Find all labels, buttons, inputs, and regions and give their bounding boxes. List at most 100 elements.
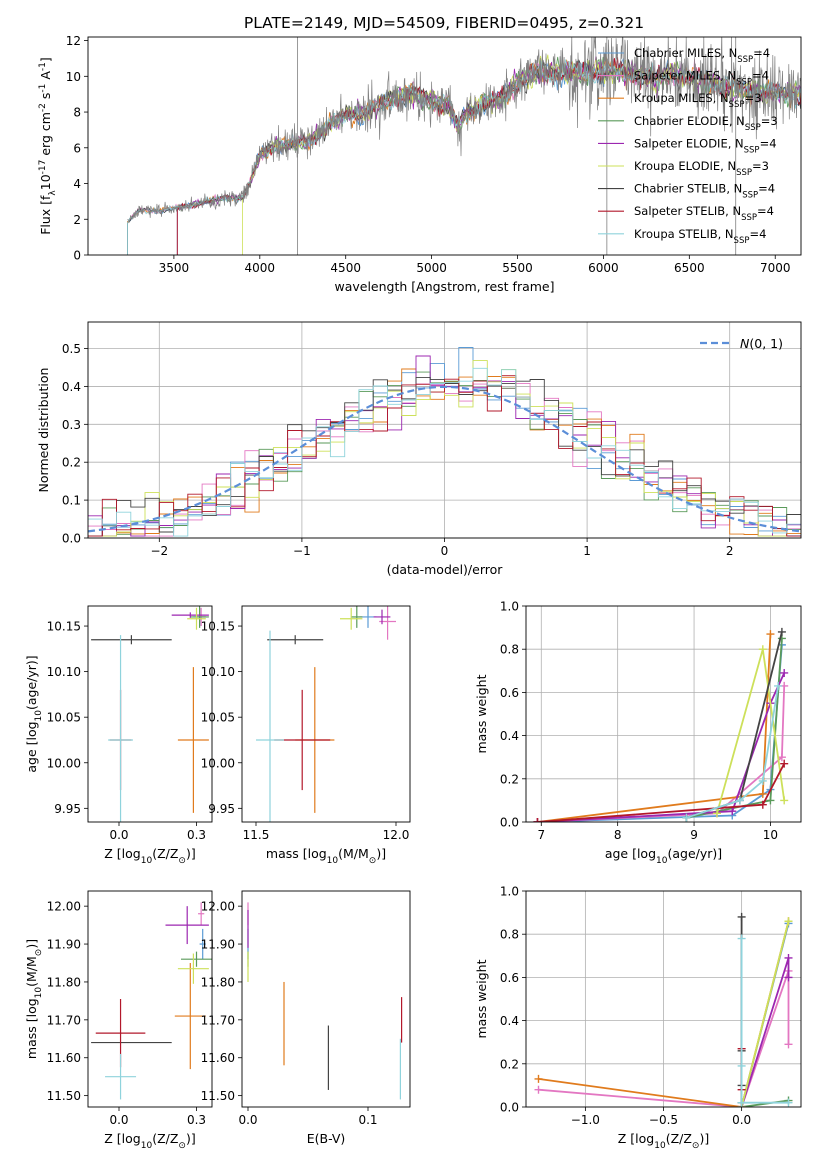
weight-marker — [777, 627, 786, 636]
weight-vs-metallicity-panel: −1.0 −0.5 0.0 0.0 0.2 0.4 0.6 0.8 1.0 Z [log10(Z/… — [474, 885, 802, 1151]
x-tick-label: 0.1 — [358, 1113, 377, 1127]
y-tick-label: 0.4 — [500, 729, 519, 743]
weight-marker — [766, 630, 775, 639]
x-axis-label: E(B-V) — [307, 1131, 346, 1146]
y-tick-label: 10.10 — [47, 665, 81, 679]
weight-marker — [737, 1061, 746, 1070]
x-tick-label: 5000 — [416, 261, 447, 275]
y-tick-label: 0.0 — [500, 816, 519, 830]
y-tick-label: 6 — [73, 141, 81, 155]
x-tick-label: 0.0 — [109, 828, 128, 842]
y-tick-label: 2 — [73, 213, 81, 227]
x-tick-label: 12.0 — [383, 828, 410, 842]
weight-marker — [712, 809, 721, 818]
model-spectrum-line — [127, 56, 801, 255]
y-tick-label: 10 — [66, 70, 81, 84]
legend-label: Salpeter ELODIE, NSSP=4 — [634, 136, 777, 155]
x-tick-label: 11.5 — [243, 828, 270, 842]
y-tick-label: 0.8 — [500, 643, 519, 657]
y-tick-label: 4 — [73, 177, 81, 191]
x-axis-label: wavelength [Angstrom, rest frame] — [334, 279, 554, 294]
weight-line — [740, 920, 790, 1107]
spectrum-panel: 3500 4000 4500 5000 5500 6000 6500 7000 0 2 4 6 8 10 1… — [38, 34, 802, 294]
weight-marker — [758, 789, 767, 798]
weight-marker — [780, 796, 789, 805]
y-tick-label: 10.00 — [201, 756, 235, 770]
weight-line — [537, 672, 786, 822]
weight-line — [686, 685, 779, 819]
axes-frame — [87, 605, 213, 823]
y-tick-label: 0 — [73, 249, 81, 263]
x-axis-label: Z [log10(Z/Z⊙)] — [104, 1131, 195, 1151]
legend-label: Salpeter STELIB, NSSP=4 — [634, 204, 774, 223]
y-tick-label: 10.15 — [47, 620, 81, 634]
y-axis-label: Flux [fλ10-17 erg cm-2 s-1 A-1] — [38, 57, 58, 235]
error-bars — [91, 606, 209, 822]
mass-vs-ebv-panel: 0.0 0.1 11.50 11.60 11.70 11.80 11.90 12.00 E(B-… — [201, 890, 411, 1146]
model-spectrum-line — [127, 58, 801, 255]
y-tick-label: 11.90 — [47, 938, 81, 952]
x-tick-label: 2 — [726, 544, 734, 558]
x-tick-label: 3500 — [159, 261, 190, 275]
y-tick-label: 12.00 — [201, 900, 235, 914]
model-spectrum-line — [127, 59, 801, 255]
weight-marker — [784, 953, 793, 962]
y-tick-label: 0.4 — [500, 1014, 519, 1028]
weight-marker — [758, 776, 767, 785]
x-tick-label: 0.3 — [187, 1113, 206, 1127]
y-tick-label: 11.60 — [201, 1051, 235, 1065]
x-tick-label: 0 — [441, 544, 449, 558]
observed-spectrum-line — [127, 37, 801, 224]
weight-line — [716, 648, 786, 814]
x-tick-label: 8 — [614, 828, 622, 842]
weight-marker — [784, 1040, 793, 1049]
weight-marker — [758, 645, 767, 654]
y-tick-label: 0.2 — [62, 456, 81, 470]
weight-vs-age-panel: 7 8 9 10 0.0 0.2 0.4 0.6 0.8 1.0 age [log10(age/yr… — [474, 600, 802, 866]
x-tick-label: 0.3 — [187, 828, 206, 842]
x-tick-label: −0.5 — [649, 1113, 678, 1127]
legend-label: Chabrier MILES, NSSP=4 — [634, 46, 770, 65]
y-tick-label: 0.1 — [62, 494, 81, 508]
figure-title: PLATE=2149, MJD=54509, FIBERID=0495, z=0… — [244, 14, 644, 32]
weight-marker — [534, 1074, 543, 1083]
weight-line — [537, 634, 772, 822]
y-tick-label: 0.6 — [500, 971, 519, 985]
x-tick-label: 7000 — [760, 261, 791, 275]
y-tick-label: 11.50 — [47, 1089, 81, 1103]
legend-label: Kroupa MILES, NSSP=3 — [634, 91, 761, 110]
y-tick-label: 0.2 — [500, 772, 519, 786]
weight-marker — [777, 753, 786, 762]
error-bars — [247, 902, 403, 1100]
x-tick-label: −1.0 — [571, 1113, 600, 1127]
x-tick-label: −2 — [150, 544, 168, 558]
weight-marker — [682, 813, 691, 822]
x-axis-label: (data-model)/error — [387, 562, 504, 577]
x-tick-label: 10 — [763, 828, 778, 842]
weight-marker — [737, 934, 746, 943]
model-spectrum-line — [127, 59, 801, 255]
y-tick-label: 0.6 — [500, 686, 519, 700]
axes-frame — [525, 605, 802, 823]
residual-histogram — [88, 380, 801, 537]
weight-lines — [533, 627, 789, 822]
x-tick-label: 5500 — [502, 261, 533, 275]
y-tick-label: 0.3 — [62, 418, 81, 432]
y-tick-label: 8 — [73, 106, 81, 120]
weight-marker — [533, 818, 542, 822]
error-bars — [91, 902, 212, 1100]
error-bars — [256, 606, 396, 822]
axes-frame — [87, 890, 213, 1108]
x-tick-label: 6500 — [674, 261, 705, 275]
y-tick-label: 10.00 — [47, 756, 81, 770]
weight-marker — [735, 796, 744, 805]
age-vs-mass-panel: 11.5 12.0 9.95 10.00 10.05 10.10 10.15 mass [lo… — [201, 605, 411, 866]
y-tick-label: 9.95 — [208, 802, 235, 816]
y-tick-label: 11.70 — [47, 1013, 81, 1027]
y-tick-label: 0.0 — [62, 532, 81, 546]
y-tick-label: 11.60 — [47, 1051, 81, 1065]
spectrum-lines — [127, 37, 801, 255]
legend-label: Chabrier STELIB, NSSP=4 — [634, 182, 775, 201]
y-axis-label: mass weight — [474, 959, 489, 1038]
